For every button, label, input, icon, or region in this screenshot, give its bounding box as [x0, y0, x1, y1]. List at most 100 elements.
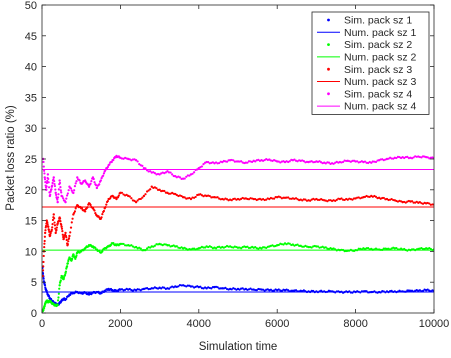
data-point — [57, 292, 60, 295]
axes: 0 2000 4000 6000 8000 10000 0 5 10 15 20 25 30 35 40 45… — [25, 0, 450, 330]
x-tick-label: 4000 — [187, 318, 211, 330]
data-point — [54, 188, 57, 191]
data-point — [175, 193, 178, 197]
data-point — [374, 160, 378, 164]
data-point — [390, 289, 393, 292]
data-point — [367, 161, 370, 165]
data-point — [136, 199, 139, 202]
legend-item: Sim. pack sz 1 — [327, 15, 412, 27]
data-point — [42, 269, 45, 272]
data-point — [191, 285, 194, 288]
data-point — [426, 288, 429, 291]
data-point — [395, 156, 398, 160]
data-point — [357, 247, 360, 250]
data-point — [158, 188, 161, 191]
data-point — [254, 246, 257, 249]
data-point — [53, 221, 56, 224]
data-point — [288, 242, 291, 245]
data-point — [43, 178, 47, 181]
data-point — [61, 195, 64, 198]
data-point — [131, 289, 135, 292]
data-point — [56, 200, 59, 204]
data-point — [193, 171, 196, 174]
data-point — [142, 194, 146, 198]
data-point — [261, 197, 265, 201]
data-point — [42, 260, 45, 264]
data-point — [73, 210, 77, 213]
data-point — [47, 186, 51, 189]
data-point — [241, 287, 244, 290]
data-point — [69, 187, 73, 190]
data-point — [269, 288, 273, 291]
data-point — [316, 245, 320, 248]
data-point — [160, 287, 163, 290]
data-point — [74, 257, 77, 260]
data-point — [55, 228, 58, 232]
data-point — [42, 265, 45, 268]
data-point — [155, 243, 158, 246]
data-point — [64, 200, 67, 204]
data-point — [191, 247, 194, 250]
data-point — [53, 217, 56, 220]
data-point — [42, 308, 45, 312]
data-point — [66, 243, 69, 246]
data-point — [112, 158, 115, 162]
data-point — [74, 182, 77, 185]
data-point — [232, 159, 235, 162]
data-point — [42, 254, 45, 258]
data-point — [183, 177, 186, 180]
data-point — [54, 191, 57, 195]
data-point — [51, 218, 55, 222]
x-tick-label: 8000 — [343, 318, 367, 330]
data-point — [167, 192, 171, 195]
data-point — [56, 198, 59, 201]
data-point — [410, 200, 414, 203]
data-point — [61, 275, 64, 278]
data-point — [102, 172, 106, 175]
data-point — [171, 173, 174, 176]
data-point — [65, 238, 68, 242]
data-point — [53, 182, 56, 186]
data-point — [93, 209, 96, 212]
data-point — [327, 199, 331, 202]
data-point — [351, 198, 354, 201]
legend-item: Sim. pack sz 4 — [327, 88, 412, 100]
data-point — [128, 287, 131, 291]
data-point — [218, 245, 221, 248]
data-point — [208, 194, 211, 198]
data-point — [110, 160, 113, 164]
y-tick-label: 35 — [25, 92, 37, 104]
data-point — [89, 203, 92, 207]
data-point — [67, 240, 70, 243]
data-point — [43, 176, 46, 179]
data-point — [47, 177, 50, 181]
data-point — [320, 289, 323, 292]
data-point — [428, 202, 431, 205]
data-point — [224, 286, 227, 289]
data-point — [287, 196, 290, 199]
data-point — [49, 232, 52, 235]
data-point — [101, 213, 104, 216]
data-point — [46, 221, 49, 224]
data-point — [265, 198, 268, 201]
data-point — [149, 188, 152, 191]
data-point — [130, 197, 133, 200]
data-point — [238, 288, 241, 291]
data-point — [57, 188, 60, 191]
data-point — [403, 247, 406, 251]
data-point — [102, 209, 106, 213]
data-point — [136, 160, 139, 163]
series-5 — [42, 185, 434, 278]
data-point — [58, 179, 61, 182]
data-point — [101, 250, 104, 253]
data-point — [59, 279, 62, 282]
legend-item: Num. pack sz 1 — [317, 27, 417, 39]
data-point — [47, 228, 51, 232]
data-point — [78, 179, 81, 182]
legend-item: Num. pack sz 3 — [317, 76, 417, 88]
data-point — [374, 195, 378, 198]
data-point — [356, 160, 359, 163]
data-point — [89, 182, 92, 185]
